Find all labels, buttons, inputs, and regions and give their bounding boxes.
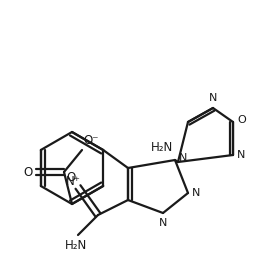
Text: O: O (67, 171, 76, 184)
Text: N: N (209, 93, 217, 103)
Text: O⁻: O⁻ (83, 134, 99, 147)
Text: H₂N: H₂N (151, 141, 173, 154)
Text: N: N (159, 218, 167, 228)
Text: O: O (237, 115, 246, 125)
Text: O: O (24, 165, 33, 178)
Text: N: N (192, 188, 200, 198)
Text: H₂N: H₂N (65, 239, 87, 252)
Text: N⁺: N⁺ (66, 175, 81, 188)
Text: N: N (179, 153, 187, 163)
Text: N: N (237, 150, 245, 160)
